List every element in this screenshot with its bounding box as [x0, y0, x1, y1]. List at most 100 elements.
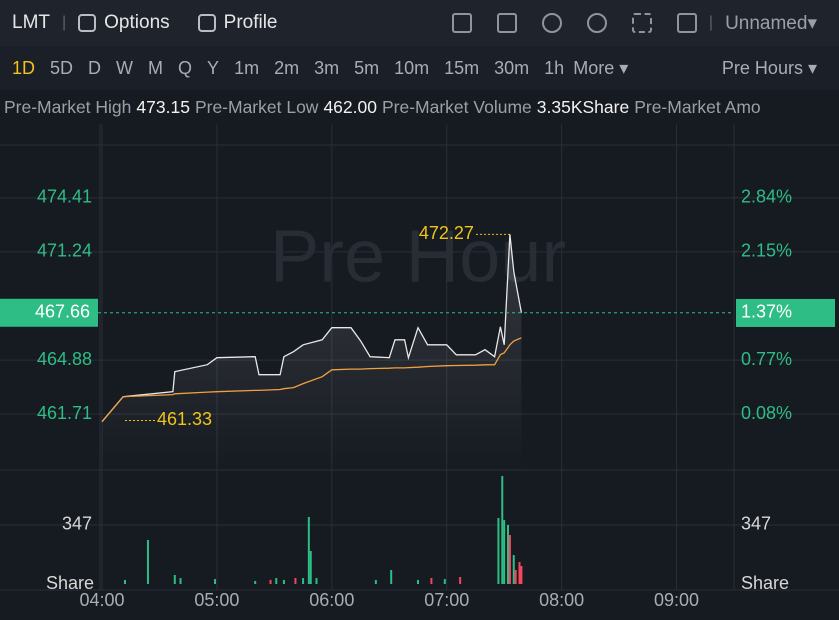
session-select[interactable]: Pre Hours ▾: [721, 57, 817, 78]
interval-button[interactable]: 1h: [544, 57, 565, 78]
options-icon[interactable]: [78, 14, 97, 32]
grid-icon[interactable]: [676, 13, 697, 33]
last-change-box: [736, 298, 835, 327]
volume-bar: [123, 579, 126, 584]
draw-icon[interactable]: [496, 13, 517, 33]
interval-button[interactable]: Q: [178, 57, 193, 78]
last-price-label: 467.66: [35, 302, 90, 322]
stat-label: Pre-Market Amo: [634, 96, 761, 117]
separator: |: [62, 14, 67, 31]
volume-bar: [512, 555, 515, 584]
x-tick-label: 06:00: [309, 590, 354, 610]
volume-bar: [514, 570, 517, 584]
volume-bar: [173, 574, 176, 584]
separator: |: [708, 14, 714, 31]
volume-bar: [179, 578, 182, 584]
annotation-label: 461.33: [157, 409, 212, 429]
y-tick-label: 474.41: [37, 187, 92, 207]
profile-button[interactable]: Profile: [223, 12, 278, 33]
x-tick-label: 05:00: [194, 590, 239, 610]
interval-button[interactable]: 30m: [494, 57, 530, 78]
more-label: More: [573, 57, 615, 78]
interval-button[interactable]: 15m: [444, 57, 480, 78]
volume-bar: [503, 520, 506, 584]
volume-bar: [213, 579, 216, 584]
interval-button[interactable]: 10m: [394, 57, 430, 78]
fullscreen-icon[interactable]: [631, 13, 652, 33]
interval-button[interactable]: M: [148, 57, 164, 78]
settings-icon[interactable]: [586, 13, 607, 33]
volume-bar: [507, 524, 510, 584]
average-line: [101, 337, 522, 423]
volume-bar: [459, 577, 462, 584]
volume-bar: [302, 578, 305, 584]
volume-bar: [307, 516, 310, 584]
indicator-icon[interactable]: [451, 13, 472, 33]
stat-label: Pre-Market Low: [194, 96, 319, 117]
options-button[interactable]: Options: [104, 12, 170, 33]
volume-bar: [309, 550, 312, 584]
volume-bar: [269, 579, 272, 584]
y2-tick-label: 2.15%: [741, 240, 792, 260]
volume-bar: [282, 579, 285, 584]
interval-bar: 1D 5D D W M Q Y 1m 2m 3m 5m 10m 15m 30m 1h More ▾ Pre …: [0, 46, 839, 90]
last-price-box: [0, 298, 98, 327]
volume-bar: [497, 517, 500, 584]
volume-bar: [501, 475, 504, 584]
refresh-icon[interactable]: [541, 13, 562, 33]
stat-value: 473.15: [136, 96, 190, 117]
price-line: [101, 234, 523, 423]
volume-bar: [520, 565, 523, 584]
stat-value: 3.35KShare: [536, 96, 630, 117]
volume-bar: [430, 578, 433, 584]
session-label: Pre Hours: [721, 57, 803, 78]
y2-tick-label: 0.08%: [741, 403, 792, 423]
interval-button[interactable]: 2m: [274, 57, 300, 78]
volume-bar: [374, 579, 377, 584]
symbol[interactable]: LMT: [12, 12, 50, 33]
volume-bar: [417, 579, 419, 584]
volume-bar: [275, 578, 278, 584]
stat-value: 462.00: [323, 96, 377, 117]
toolbar: LMT | Options Profile | Unnamed▾: [0, 0, 839, 46]
y2-tick-label: 2.84%: [741, 186, 792, 206]
interval-button[interactable]: Y: [207, 57, 220, 78]
interval-button[interactable]: 1D: [12, 57, 36, 78]
interval-button[interactable]: D: [88, 57, 102, 78]
interval-list: 1D 5D D W M Q Y 1m 2m 3m 5m 10m 15m 30m 1h: [12, 58, 579, 79]
more-button[interactable]: More ▾: [573, 57, 629, 78]
volume-bar: [508, 534, 511, 584]
layout-select[interactable]: Unnamed▾: [725, 12, 817, 34]
stat-label: Pre-Market High: [4, 96, 132, 117]
stats-bar: Pre-Market High 473.15 Pre-Market Low 462.0…: [0, 90, 839, 124]
x-tick-label: 04:00: [79, 590, 124, 610]
volume-tick-label: 347: [741, 514, 771, 534]
interval-button[interactable]: 3m: [314, 57, 340, 78]
interval-button[interactable]: 5D: [50, 57, 74, 78]
volume-bar: [294, 578, 297, 584]
volume-bar: [315, 578, 318, 584]
stat-label: Pre-Market Volume: [381, 96, 532, 117]
watermark: Pre Hour: [270, 215, 566, 298]
volume-bar: [443, 579, 446, 584]
layout-name: Unnamed: [725, 12, 808, 34]
volume-bar: [254, 580, 257, 584]
volume-unit: Share: [741, 573, 789, 593]
y-tick-label: 471.24: [37, 241, 92, 261]
interval-button[interactable]: 1m: [234, 57, 260, 78]
price-area: [102, 234, 522, 470]
x-tick-label: 08:00: [539, 590, 584, 610]
volume-bar: [146, 539, 149, 584]
profile-icon[interactable]: [197, 14, 216, 32]
volume-unit: Share: [46, 573, 94, 593]
interval-button[interactable]: W: [116, 57, 134, 78]
interval-button[interactable]: 5m: [354, 57, 380, 78]
x-tick-label: 07:00: [424, 590, 469, 610]
volume-bar: [390, 570, 393, 584]
annotation-label: 472.27: [419, 223, 474, 243]
last-change-label: 1.37%: [741, 302, 792, 322]
volume-bar: [518, 562, 521, 584]
y2-tick-label: 0.77%: [741, 349, 792, 369]
